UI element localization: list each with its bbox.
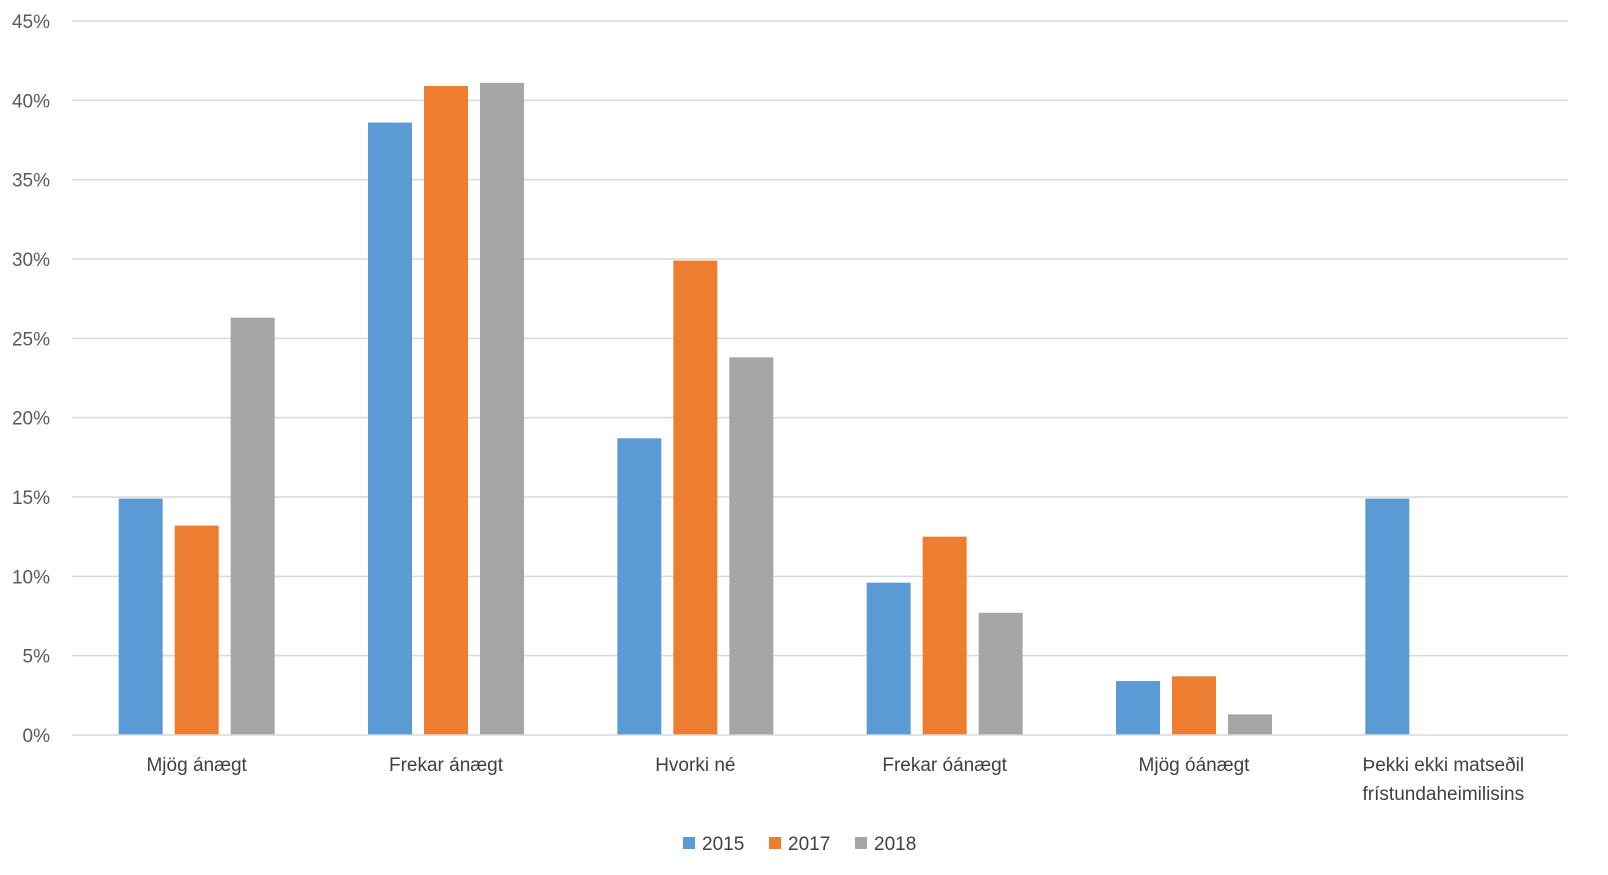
y-tick-label: 15% (12, 488, 50, 509)
legend-label: 2017 (788, 834, 830, 855)
bar-2018 (230, 317, 275, 735)
y-tick-label: 30% (12, 250, 50, 271)
bar-2017 (174, 525, 219, 735)
category-label: Frekar ánægt (389, 755, 504, 776)
bar-2015 (1365, 498, 1410, 735)
legend-swatch-2018 (855, 837, 867, 849)
bar-2015 (866, 582, 911, 735)
y-tick-label: 0% (23, 726, 51, 747)
bar-2015 (1116, 681, 1160, 735)
y-axis-tick-labels: 0% 5% 10% 15% 20% 25% 30% 35% 40% 45% (12, 12, 50, 747)
legend: 2015 2017 2018 (683, 834, 916, 855)
bar-2018 (729, 357, 774, 735)
bar-2017 (673, 260, 718, 735)
y-tick-label: 40% (12, 91, 50, 112)
category-labels: Mjög ánægt Frekar ánægt Hvorki né Frekar óá… (146, 755, 1524, 805)
bar-2018 (1228, 714, 1272, 735)
legend-label: 2018 (874, 834, 916, 855)
bar-2015 (617, 438, 662, 735)
bar-2015 (118, 498, 163, 735)
bar-2018 (978, 612, 1023, 735)
gridlines (72, 20, 1568, 657)
legend-label: 2015 (702, 834, 744, 855)
category-label: Frekar óánægt (882, 755, 1007, 776)
bar-2017 (922, 536, 967, 735)
legend-swatch-2017 (769, 837, 781, 849)
bar-2017 (424, 86, 468, 735)
category-label: Þekki ekki matseðil (1363, 755, 1525, 776)
y-tick-label: 10% (12, 567, 50, 588)
bar-2015 (368, 122, 412, 735)
bars (118, 82, 1410, 735)
y-tick-label: 5% (23, 647, 51, 668)
category-label: frístundaheimilisins (1363, 784, 1525, 805)
y-tick-label: 45% (12, 12, 50, 33)
category-label: Mjög ánægt (146, 755, 247, 776)
y-tick-label: 35% (12, 171, 50, 192)
bar-2018 (480, 82, 524, 735)
bar-2017 (1172, 676, 1216, 735)
legend-swatch-2015 (683, 837, 695, 849)
y-tick-label: 20% (12, 409, 50, 430)
category-label: Hvorki né (655, 755, 735, 776)
y-tick-label: 25% (12, 329, 50, 350)
category-label: Mjög óánægt (1139, 755, 1251, 776)
